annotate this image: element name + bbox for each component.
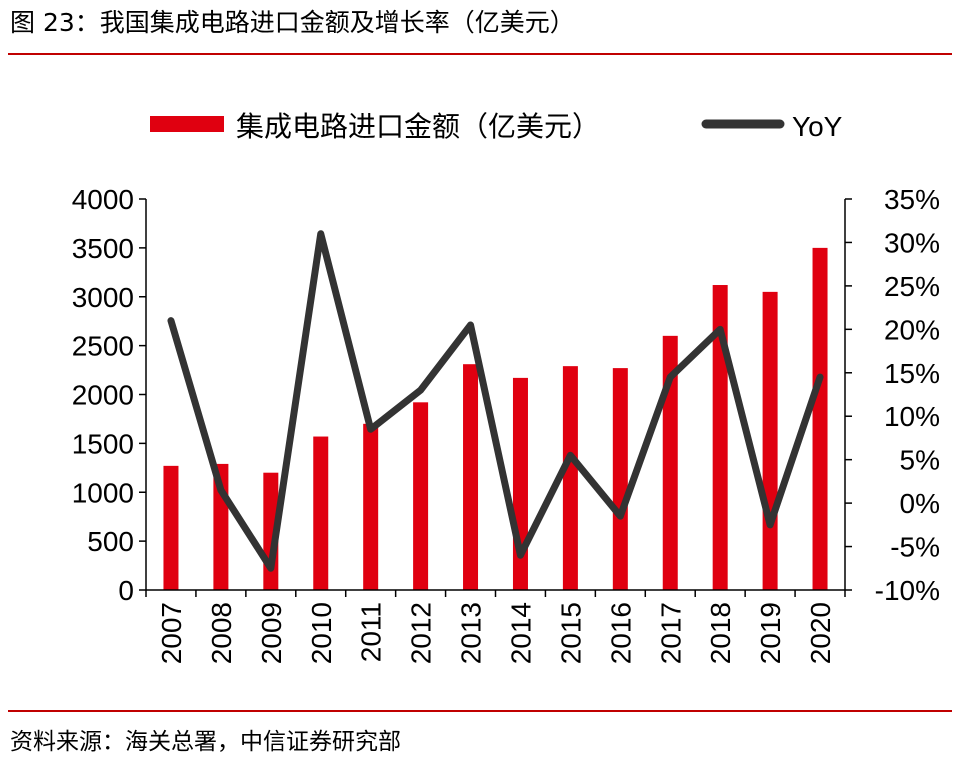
yoy-point [370, 428, 372, 430]
right-tick-label: 25% [884, 271, 940, 302]
yoy-point [569, 454, 571, 456]
x-tick-label: 2012 [406, 602, 437, 664]
right-tick-label: -5% [890, 532, 940, 563]
left-tick-label: 0 [118, 575, 134, 606]
left-tick-label: 3500 [72, 233, 134, 264]
bar [313, 436, 329, 590]
axes [139, 198, 852, 597]
yoy-point [619, 515, 621, 517]
bar [413, 402, 429, 590]
bar [363, 423, 379, 590]
yoy-point [819, 376, 821, 378]
yoy-point [470, 324, 472, 326]
yoy-point [170, 320, 172, 322]
x-tick-label: 2017 [655, 602, 686, 664]
bar [163, 465, 179, 590]
x-tick-label: 2016 [605, 602, 636, 664]
x-tick-label: 2013 [456, 602, 487, 664]
right-tick-label: 35% [884, 184, 940, 215]
bar [612, 368, 628, 590]
x-tick-label: 2018 [705, 602, 736, 664]
right-tick-label: 10% [884, 401, 940, 432]
right-tick-label: 15% [884, 358, 940, 389]
x-tick-label: 2010 [306, 602, 337, 664]
right-tick-label: 5% [900, 445, 940, 476]
left-tick-label: 1500 [72, 428, 134, 459]
title-divider [8, 53, 952, 55]
yoy-point [270, 567, 272, 569]
left-tick-label: 2000 [72, 380, 134, 411]
yoy-point [769, 524, 771, 526]
yoy-point [420, 389, 422, 391]
yoy-point [320, 233, 322, 235]
right-tick-label: 20% [884, 314, 940, 345]
x-tick-label: 2008 [206, 602, 237, 664]
yoy-line [167, 230, 824, 572]
yoy-point [669, 376, 671, 378]
x-tick-label: 2009 [256, 602, 287, 664]
source-divider [8, 710, 952, 712]
x-tick-label: 2015 [555, 602, 586, 664]
yoy-point [719, 328, 721, 330]
bar-series [163, 247, 828, 590]
left-tick-label: 4000 [72, 184, 134, 215]
legend: 集成电路进口金额（亿美元） YoY [150, 111, 843, 142]
left-tick-label: 500 [87, 526, 134, 557]
bar [762, 291, 778, 590]
left-tick-label: 3000 [72, 282, 134, 313]
right-tick-label: 30% [884, 227, 940, 258]
yoy-point [220, 489, 222, 491]
yoy-point [519, 554, 521, 556]
x-tick-label: 2014 [505, 602, 536, 664]
bar [562, 366, 578, 590]
left-tick-label: 1000 [72, 477, 134, 508]
legend-bar-label: 集成电路进口金额（亿美元） [236, 111, 600, 142]
left-tick-label: 2500 [72, 331, 134, 362]
right-tick-label: -10% [875, 575, 940, 606]
x-tick-label: 2011 [356, 602, 387, 662]
right-tick-label: 0% [900, 488, 940, 519]
source-note: 资料来源：海关总署，中信证券研究部 [10, 729, 401, 755]
x-tick-label: 2019 [755, 602, 786, 664]
bar [812, 247, 828, 590]
x-tick-label: 2007 [156, 602, 187, 664]
bar [712, 285, 728, 590]
line-series [167, 230, 824, 572]
x-tick-label: 2020 [805, 602, 836, 664]
chart-title: 图 23：我国集成电路进口金额及增长率（亿美元） [10, 8, 575, 37]
bar [463, 364, 479, 590]
legend-line-label: YoY [792, 111, 843, 142]
bar [662, 335, 678, 590]
legend-bar-swatch [150, 116, 224, 132]
tick-labels: 0 500 1000 1500 2000 2500 3000 3500 4000 -10% -5% 0… [72, 184, 940, 664]
